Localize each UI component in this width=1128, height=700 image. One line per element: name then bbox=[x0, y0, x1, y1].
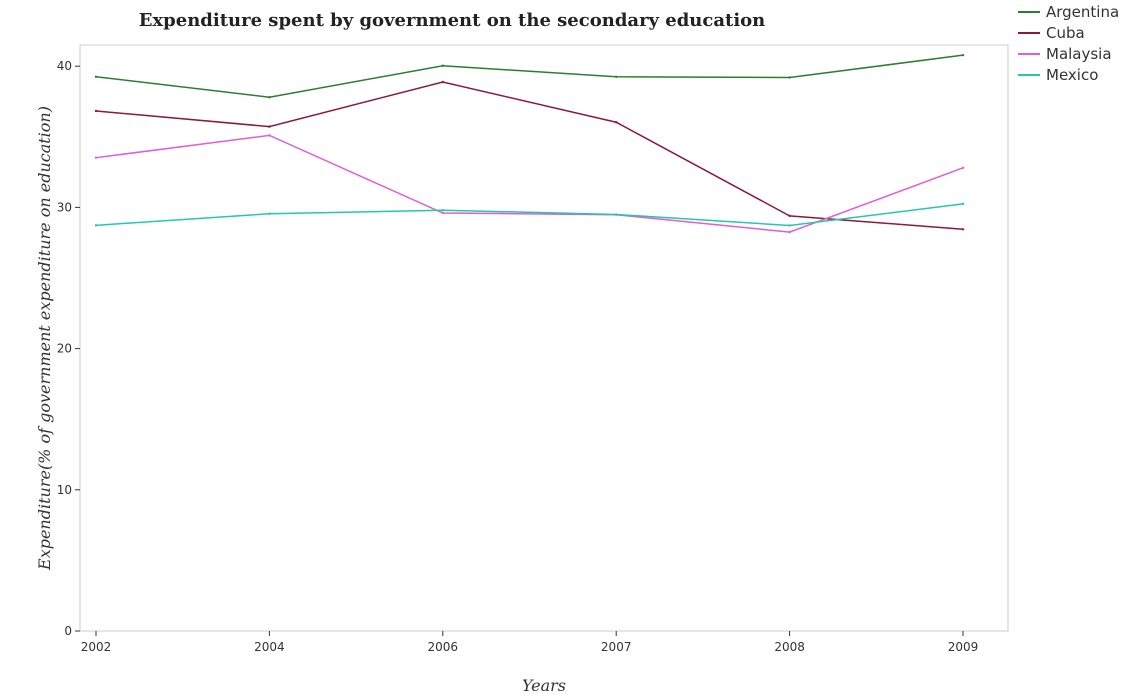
data-point-cuba bbox=[94, 109, 98, 113]
axes bbox=[79, 44, 1009, 632]
x-tick-label: 2009 bbox=[948, 640, 979, 654]
data-point-argentina bbox=[94, 75, 98, 78]
y-tick-label: 10 bbox=[57, 483, 72, 497]
data-point-mexico bbox=[788, 224, 791, 227]
ticks: 0 10 20 30 40 2002 2004 2006 2007 2008 2009 bbox=[57, 59, 979, 654]
data-point-cuba bbox=[961, 228, 965, 231]
data-point-mexico bbox=[615, 213, 618, 216]
x-axis-title: Years bbox=[522, 676, 566, 695]
data-point-argentina bbox=[268, 96, 271, 99]
y-axis-title: Expenditure(% of government expenditure … bbox=[35, 106, 54, 571]
data-point-cuba bbox=[441, 80, 444, 84]
data-point-malaysia bbox=[94, 156, 98, 159]
y-tick-label: 0 bbox=[64, 624, 72, 638]
data-point-mexico bbox=[94, 224, 98, 227]
data-point-cuba bbox=[615, 121, 618, 124]
series-line-mexico bbox=[95, 203, 964, 227]
x-tick-label: 2002 bbox=[81, 640, 112, 654]
data-point-mexico bbox=[441, 209, 444, 212]
data-point-malaysia bbox=[961, 166, 965, 170]
y-tick-label: 20 bbox=[57, 342, 72, 356]
x-tick-label: 2007 bbox=[601, 640, 632, 654]
data-point-malaysia bbox=[788, 230, 791, 234]
x-tick-label: 2006 bbox=[428, 640, 459, 654]
x-tick-label: 2004 bbox=[254, 640, 285, 654]
legend-label-argentina: Argentina bbox=[1046, 3, 1119, 21]
data-point-argentina bbox=[961, 53, 965, 57]
data-point-cuba bbox=[268, 125, 271, 128]
data-point-argentina bbox=[615, 75, 618, 78]
data-point-malaysia bbox=[441, 211, 444, 215]
plot-frame bbox=[79, 44, 1009, 632]
x-tick-label: 2008 bbox=[774, 640, 805, 654]
data-point-argentina bbox=[441, 64, 444, 67]
legend-label-mexico: Mexico bbox=[1046, 66, 1098, 84]
y-tick-label: 30 bbox=[57, 200, 72, 214]
data-point-mexico bbox=[268, 212, 271, 215]
data-point-cuba bbox=[788, 214, 791, 218]
y-tick-label: 40 bbox=[57, 59, 72, 73]
series-line-malaysia bbox=[95, 134, 964, 233]
series-line-argentina bbox=[95, 54, 964, 99]
legend-label-cuba: Cuba bbox=[1046, 24, 1085, 42]
legend: Argentina Cuba Malaysia Mexico bbox=[1018, 3, 1119, 84]
chart-title: Expenditure spent by government on the s… bbox=[139, 10, 766, 31]
series-line-cuba bbox=[95, 81, 964, 231]
data-point-malaysia bbox=[268, 134, 271, 137]
series bbox=[94, 53, 965, 234]
data-point-mexico bbox=[961, 202, 965, 206]
data-point-argentina bbox=[788, 76, 791, 79]
legend-label-malaysia: Malaysia bbox=[1046, 45, 1112, 63]
